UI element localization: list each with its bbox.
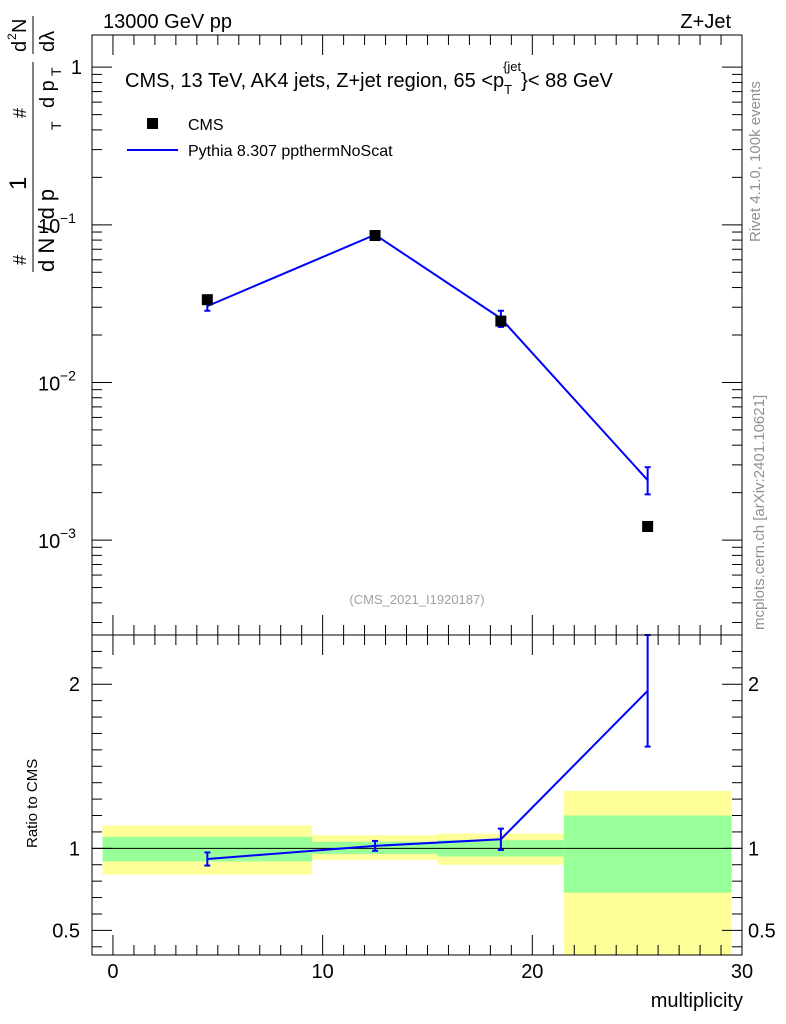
legend-cms-marker [147, 118, 158, 129]
main-series [201, 230, 654, 532]
main-y-tick-label-base: 10 [38, 531, 60, 553]
y-label-denominator-sub: T [48, 121, 64, 130]
plot-title-sup: {jet [503, 59, 521, 74]
process-label: Z+Jet [680, 11, 731, 33]
x-tick-label: 30 [731, 961, 753, 983]
y-label-hash-2: # [10, 108, 30, 118]
ratio-y-tick-label: 0.5 [52, 920, 80, 942]
ratio-axis-ticks [91, 635, 743, 955]
main-y-tick-label-base: 10 [38, 216, 60, 238]
legend-cms-label: CMS [188, 117, 224, 134]
ratio-y-tick-labels: 0.5 0.5 1 1 2 2 [52, 674, 776, 942]
main-y-tick-label-base: 10 [38, 373, 60, 395]
rivet-version-label: Rivet 4.1.0, 100k events [747, 81, 764, 242]
cms-data-point [201, 294, 213, 306]
main-axis-ticks [91, 35, 743, 635]
plot-title-suffix: }< 88 GeV [521, 70, 613, 92]
ratio-y-tick-label: 1 [69, 838, 80, 860]
ratio-series [204, 634, 651, 867]
x-axis-label: multiplicity [651, 990, 743, 1012]
ratio-uncertainty-bands [102, 790, 732, 955]
y-label-dlambda: dλ [37, 31, 59, 52]
main-y-tick-labels: 110−110−210−3 [38, 57, 82, 553]
main-y-tick-label: 1 [71, 57, 82, 79]
main-y-tick-label-exp: −1 [60, 210, 76, 226]
x-tick-label: 10 [312, 961, 334, 983]
x-tick-label: 0 [107, 961, 118, 983]
main-y-tick-label-exp: −3 [60, 525, 76, 541]
ratio-y-tick-label-right: 1 [748, 838, 759, 860]
ratio-y-axis-label: Ratio to CMS [24, 759, 41, 848]
ratio-plot-frame [91, 634, 743, 956]
y-label-dp: d p [37, 80, 59, 108]
ratio-y-tick-label-right: 2 [748, 674, 759, 696]
legend-pythia-label: Pythia 8.307 ppthermNoScat [188, 143, 393, 160]
cms-data-point [642, 520, 654, 532]
analysis-label: (CMS_2021_I1920187) [349, 592, 484, 607]
legend: CMS Pythia 8.307 ppthermNoScat [127, 117, 393, 160]
main-panel: 110−110−210−3 CMS, 13 TeV, AK4 jets, Z+j… [38, 34, 743, 636]
plot-title-sub: T [504, 82, 512, 97]
ratio-panel: 0.5 0.5 1 1 2 2 0 10 20 30 Ratio to CMS multipli… [24, 634, 776, 1012]
y-label-dp-sub: T [48, 67, 64, 76]
y-label-one: 1 [5, 177, 32, 190]
y-label-d: d [9, 41, 31, 52]
ratio-x-tick-labels: 0 10 20 30 [107, 961, 753, 983]
y-label-hash-1: # [10, 255, 30, 265]
x-tick-label: 20 [521, 961, 543, 983]
plot-title-prefix: CMS, 13 TeV, AK4 jets, Z+jet region, 65 … [125, 70, 504, 92]
y-label-order: 2 [5, 33, 19, 40]
energy-label: 13000 GeV pp [103, 11, 232, 33]
main-y-axis-label: # 1 d N / d p T # d p T d 2 N dλ [5, 16, 64, 272]
y-label-denominator: d N / d p [34, 189, 59, 272]
ratio-y-tick-label-right: 0.5 [748, 920, 776, 942]
cms-data-point [495, 315, 507, 327]
ratio-pythia-line [207, 690, 649, 860]
y-label-n: N [9, 19, 31, 33]
ratio-green-band [563, 815, 732, 893]
mcplots-label: mcplots.cern.ch [arXiv:2401.10621] [751, 395, 768, 630]
ratio-y-tick-label: 2 [69, 674, 80, 696]
pythia-line [206, 233, 649, 481]
main-y-tick-label-exp: −2 [60, 367, 76, 383]
plot-title: CMS, 13 TeV, AK4 jets, Z+jet region, 65 … [125, 59, 614, 97]
cms-data-point [369, 230, 381, 242]
